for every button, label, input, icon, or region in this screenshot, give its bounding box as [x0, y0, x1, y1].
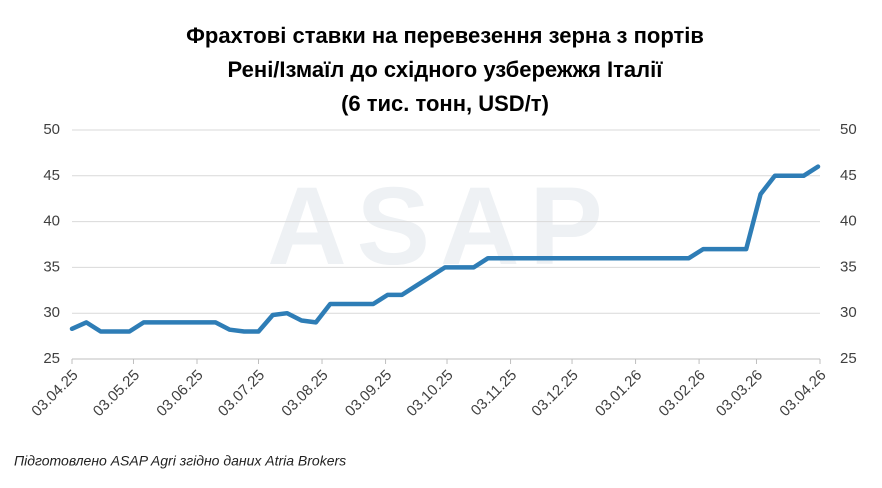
x-tick-label: 03.06.25 [153, 367, 206, 420]
chart-title: (6 тис. тонн, USD/т) [341, 91, 549, 116]
x-tick-label: 03.04.25 [28, 367, 81, 420]
chart-title: Фрахтові ставки на перевезення зерна з п… [186, 23, 704, 48]
chart-title: Рені/Ізмаїл до східного узбережжя Італії [228, 57, 664, 82]
x-tick-label: 03.05.25 [90, 367, 143, 420]
y2-tick-label: 50 [840, 121, 857, 138]
y-tick-label: 45 [43, 167, 60, 184]
footnote: Підготовлено ASAP Agri згідно даних Atri… [14, 453, 346, 469]
y2-tick-label: 30 [840, 304, 857, 321]
y2-tick-label: 35 [840, 258, 857, 275]
y2-tick-label: 40 [840, 213, 857, 230]
y-tick-label: 35 [43, 258, 60, 275]
y-tick-label: 25 [43, 350, 60, 367]
x-tick-label: 03.11.25 [468, 367, 521, 420]
x-tick-label: 03.07.25 [215, 367, 268, 420]
y2-tick-label: 45 [840, 167, 857, 184]
y-tick-label: 50 [43, 121, 60, 138]
x-tick-label: 03.12.25 [528, 367, 581, 420]
y2-tick-label: 25 [840, 350, 857, 367]
x-tick-label: 03.09.25 [342, 367, 395, 420]
x-tick-label: 03.04.26 [776, 367, 829, 420]
x-tick-label: 03.03.26 [713, 367, 766, 420]
x-tick-label: 03.08.25 [278, 367, 331, 420]
x-tick-label: 03.10.25 [403, 367, 456, 420]
x-tick-label: 03.02.26 [655, 367, 708, 420]
line [69, 164, 821, 334]
x-tick-label: 03.01.26 [592, 367, 645, 420]
y-tick-label: 30 [43, 304, 60, 321]
y-tick-label: 40 [43, 213, 60, 230]
